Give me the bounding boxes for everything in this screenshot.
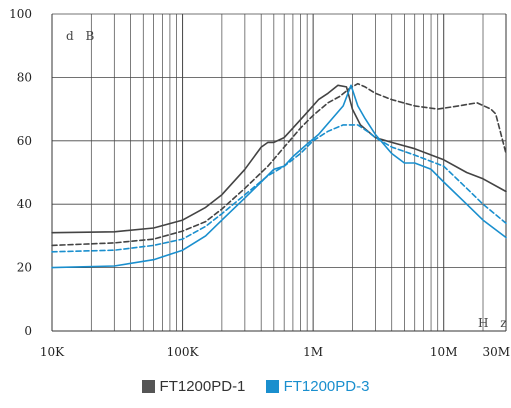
legend-item-ft1200pd-3: FT1200PD-3 (265, 378, 370, 395)
x-tick-label: 100K (167, 345, 200, 359)
x-tick-label: 1M (303, 345, 323, 359)
y-tick-label: 60 (17, 134, 32, 148)
series-line-1 (51, 82, 507, 247)
series-line-2 (51, 84, 507, 269)
axis-frame (51, 14, 507, 332)
y-tick-label: 40 (17, 197, 32, 211)
legend-swatch-ft1200pd-1 (141, 380, 155, 393)
y-tick-label: 80 (17, 70, 32, 84)
legend-item-ft1200pd-1: FT1200PD-1 (141, 378, 246, 395)
y-tick-label: 0 (24, 324, 32, 338)
legend-swatch-ft1200pd-3 (265, 380, 279, 393)
y-tick-label: 20 (17, 261, 32, 275)
legend: FT1200PD-1 FT1200PD-3 (0, 378, 511, 397)
grid (52, 13, 506, 331)
series-layer (51, 82, 507, 269)
x-tick-label: 10K (40, 345, 65, 359)
tick-labels: 0 20 40 60 80 100 10K 100K 1M 10M 30M (9, 7, 510, 359)
legend-label-ft1200pd-3: FT1200PD-3 (283, 378, 370, 395)
y-tick-label: 100 (9, 7, 32, 21)
x-tick-label: 10M (430, 345, 458, 359)
y-unit-label: d B (66, 29, 98, 43)
series-line-3 (51, 124, 507, 253)
legend-label-ft1200pd-1: FT1200PD-1 (159, 378, 246, 395)
x-tick-label: 30M (482, 345, 510, 359)
series-line-0 (51, 84, 507, 234)
x-unit-label: H z (478, 316, 511, 330)
